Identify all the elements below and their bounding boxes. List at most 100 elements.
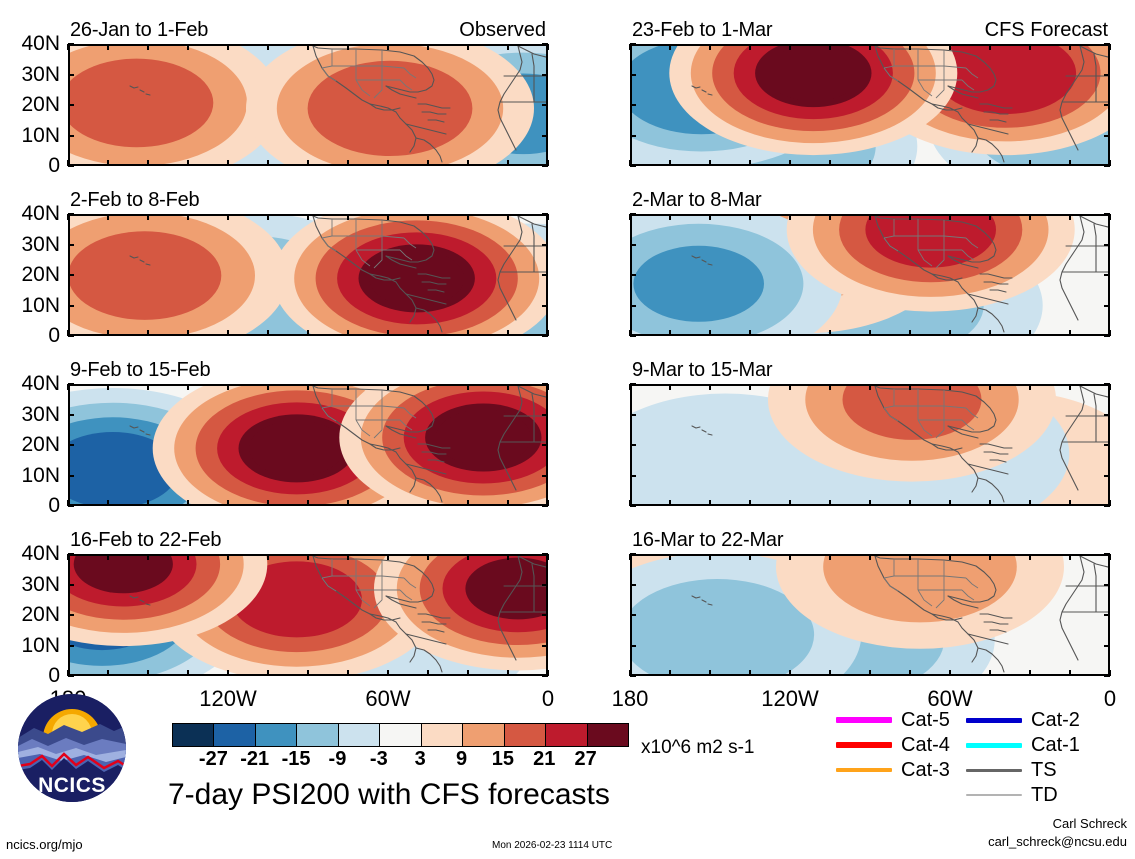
colorbar-swatch xyxy=(380,724,422,746)
legend-label: Cat-3 xyxy=(901,759,950,781)
column-header: CFS Forecast xyxy=(984,19,1108,41)
legend-line-swatch xyxy=(966,794,1022,796)
axis-ticks xyxy=(629,553,1111,677)
site-url: ncics.org/mjo xyxy=(6,837,83,852)
x-axis-label: 60W xyxy=(365,686,411,711)
panel-title: 2-Mar to 8-Mar xyxy=(632,189,762,211)
x-axis-label: 60W xyxy=(927,686,973,711)
timestamp: Mon 2026-02-23 1114 UTC xyxy=(492,840,613,851)
y-axis-label: 10N xyxy=(21,633,60,657)
axis-ticks xyxy=(629,383,1111,507)
colorbar-tick-label: -9 xyxy=(328,748,347,770)
legend-item-ts: TS xyxy=(966,760,1057,780)
colorbar-tick-label: 3 xyxy=(414,748,426,770)
colorbar-swatch xyxy=(463,724,505,746)
x-axis-label: 180 xyxy=(611,686,649,711)
map-canvas xyxy=(68,384,548,506)
colorbar-tick-label: 27 xyxy=(574,748,597,770)
colorbar-tick-label: -3 xyxy=(369,748,388,770)
panel-title: 26-Jan to 1-Feb xyxy=(70,19,209,41)
page-title: 7-day PSI200 with CFS forecasts xyxy=(168,778,610,811)
colorbar-tick-label: -21 xyxy=(240,748,270,770)
colorbar-swatch xyxy=(546,724,588,746)
panel-title: 9-Feb to 15-Feb xyxy=(70,359,211,381)
legend-label: TD xyxy=(1031,784,1058,806)
legend-item-cat-4: Cat-4 xyxy=(836,735,950,755)
y-axis-label: 0 xyxy=(48,324,60,347)
colorbar-units-label: x10^6 m2 s-1 xyxy=(641,737,755,758)
legend-label: TS xyxy=(1031,759,1057,781)
colorbar-swatch xyxy=(504,724,547,746)
colorbar-tick-label: -15 xyxy=(281,748,311,770)
y-axis-label: 40N xyxy=(21,202,60,225)
colorbar-swatch xyxy=(421,724,464,746)
colorbar-swatch xyxy=(173,724,215,746)
panel-title: 2-Feb to 8-Feb xyxy=(70,189,200,211)
y-axis-label: 0 xyxy=(48,664,60,687)
map-canvas xyxy=(630,44,1110,166)
y-axis-label: 0 xyxy=(48,154,60,177)
legend-line-swatch xyxy=(836,768,892,772)
colorbar-tick-label: -27 xyxy=(198,748,228,770)
colorbar-tick-label: 21 xyxy=(533,748,556,770)
author-name: Carl Schreck xyxy=(1052,816,1127,831)
legend-label: Cat-4 xyxy=(901,734,950,756)
legend-line-swatch xyxy=(836,717,892,723)
map-canvas xyxy=(630,214,1110,336)
colorbar-tick-label: 15 xyxy=(491,748,515,770)
y-axis-label: 10N xyxy=(21,123,60,147)
legend-line-swatch xyxy=(966,742,1022,748)
map-canvas xyxy=(630,554,1110,676)
y-axis-label: 40N xyxy=(21,542,60,565)
colorbar-swatch xyxy=(338,724,381,746)
colorbar-tick-label: 9 xyxy=(455,748,468,770)
legend-label: Cat-2 xyxy=(1031,709,1080,731)
legend-line-swatch xyxy=(966,717,1022,723)
colorbar-swatch xyxy=(255,724,298,746)
x-axis-label: 0 xyxy=(1103,686,1117,711)
y-axis-label: 30N xyxy=(21,232,60,256)
y-axis-label: 10N xyxy=(21,293,60,317)
y-axis-label: 30N xyxy=(21,402,60,426)
ncics-logo: NCICS xyxy=(18,694,126,802)
panel-title: 23-Feb to 1-Mar xyxy=(632,19,773,41)
map-canvas xyxy=(68,214,548,336)
y-axis-label: 20N xyxy=(21,93,60,116)
panel-title: 16-Feb to 22-Feb xyxy=(70,529,222,551)
legend-item-cat-2: Cat-2 xyxy=(966,710,1080,730)
y-axis-label: 0 xyxy=(48,494,60,517)
legend-line-swatch xyxy=(966,768,1022,772)
x-axis-label: 120W xyxy=(761,686,819,711)
y-axis-label: 20N xyxy=(21,263,60,286)
legend-item-cat-1: Cat-1 xyxy=(966,735,1080,755)
y-axis-label: 30N xyxy=(21,62,60,86)
axis-ticks xyxy=(629,213,1111,337)
author-email: carl_schreck@ncsu.edu xyxy=(988,834,1127,849)
axis-ticks xyxy=(67,553,549,677)
y-axis-label: 20N xyxy=(21,603,60,626)
legend-item-cat-5: Cat-5 xyxy=(836,710,950,730)
axis-ticks xyxy=(67,213,549,337)
y-axis-label: 10N xyxy=(21,463,60,487)
colorbar-swatch xyxy=(587,724,628,746)
colorbar-swatch xyxy=(214,724,256,746)
y-axis-label: 40N xyxy=(21,32,60,55)
y-axis-label: 30N xyxy=(21,572,60,596)
x-axis-label: 120W xyxy=(199,686,257,711)
panel-title: 9-Mar to 15-Mar xyxy=(632,359,773,381)
colorbar xyxy=(172,723,629,747)
panel-title: 16-Mar to 22-Mar xyxy=(632,529,784,551)
legend-label: Cat-5 xyxy=(901,709,950,731)
legend-item-td: TD xyxy=(966,785,1058,805)
map-canvas xyxy=(68,44,548,166)
colorbar-swatch xyxy=(297,724,339,746)
legend-label: Cat-1 xyxy=(1031,734,1080,756)
legend-item-cat-3: Cat-3 xyxy=(836,760,950,780)
column-header: Observed xyxy=(459,19,546,41)
axis-ticks xyxy=(629,43,1111,167)
legend-line-swatch xyxy=(836,742,892,748)
svg-text:NCICS: NCICS xyxy=(38,774,106,797)
axis-ticks xyxy=(67,383,549,507)
y-axis-label: 40N xyxy=(21,372,60,395)
x-axis-label: 0 xyxy=(541,686,555,711)
